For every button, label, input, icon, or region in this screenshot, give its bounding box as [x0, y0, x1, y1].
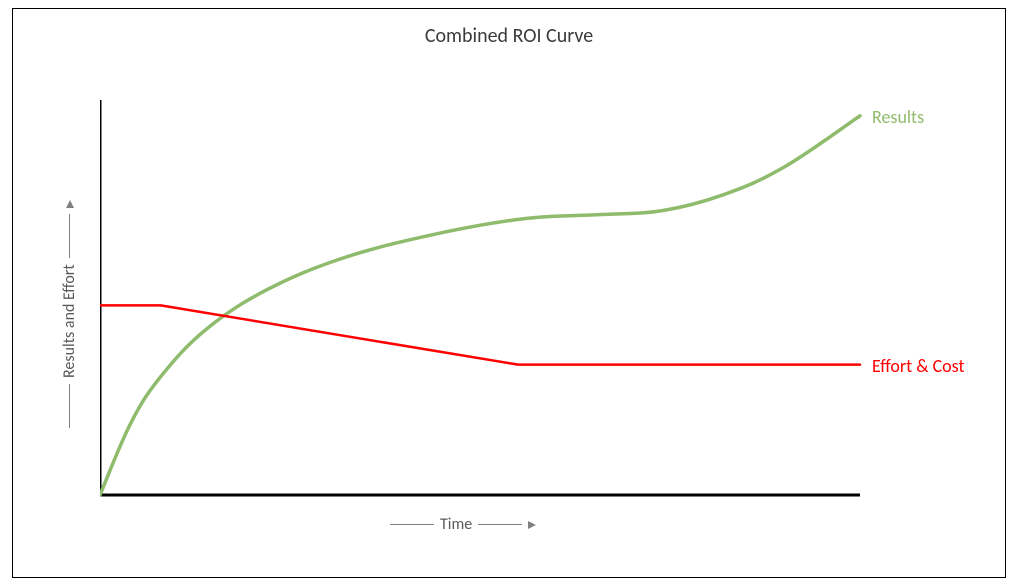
series-label-effort-cost: Effort & Cost [872, 355, 965, 377]
axis-arrow-head-icon [528, 521, 536, 529]
axis-arrow-head-icon [66, 200, 74, 208]
y-axis-label-text: Results and Effort [60, 264, 79, 378]
x-axis-label: Time [390, 515, 536, 534]
x-axis-label-text: Time [440, 515, 472, 534]
axis-arrow-line-icon [69, 384, 70, 428]
y-axis-label: Results and Effort [60, 200, 79, 428]
axis-arrow-line-icon [390, 524, 434, 525]
chart-title: Combined ROI Curve [12, 24, 1006, 48]
axis-arrow-line-icon [478, 524, 522, 525]
series-effort-cost-line [100, 305, 860, 364]
axis-arrow-line-icon [69, 214, 70, 258]
chart-plot [100, 100, 862, 497]
series-label-results: Results [872, 106, 924, 128]
series-results-line [100, 116, 860, 495]
